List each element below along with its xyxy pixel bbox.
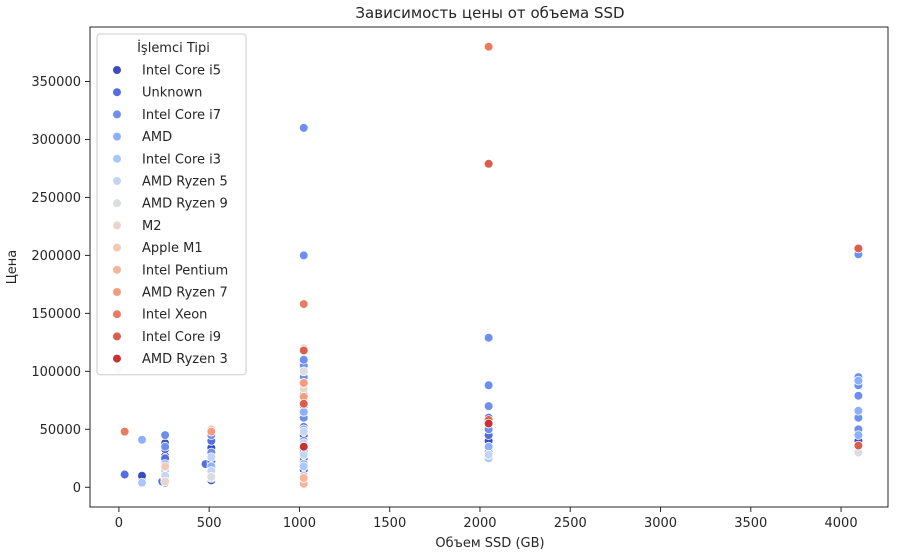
x-tick-label: 0 — [115, 516, 123, 531]
legend-entry-label: Intel Core i3 — [142, 152, 221, 167]
y-tick-label: 100000 — [31, 365, 81, 380]
scatter-point — [160, 441, 170, 452]
scatter-point — [298, 250, 309, 261]
chart-title: Зависимость цены от объема SSD — [355, 4, 624, 22]
x-tick-label: 1500 — [373, 516, 406, 531]
scatter-point — [853, 390, 864, 401]
legend-entry-label: Intel Core i9 — [142, 330, 221, 345]
legend-entry-label: Apple M1 — [142, 241, 203, 256]
scatter-point — [298, 399, 309, 409]
y-tick-label: 200000 — [31, 249, 81, 264]
scatter-point — [483, 41, 494, 52]
scatter-point — [298, 299, 309, 309]
scatter-point — [483, 441, 494, 452]
scatter-point — [160, 430, 170, 440]
scatter-point — [160, 476, 170, 487]
legend-marker — [112, 154, 122, 164]
y-tick-label: 0 — [73, 481, 81, 496]
legend-marker — [112, 287, 122, 297]
x-tick-label: 2000 — [463, 516, 496, 531]
legend-marker — [112, 309, 122, 320]
scatter-point — [483, 380, 494, 391]
scatter-point — [206, 426, 217, 437]
scatter-point — [853, 375, 864, 386]
x-tick-label: 500 — [197, 516, 222, 531]
legend-entry-label: Intel Core i5 — [142, 64, 221, 79]
legend-marker — [112, 176, 122, 186]
scatter-point — [298, 461, 309, 472]
legend: İşlemci Tipi Intel Core i5 Unknown Intel Co… — [96, 33, 247, 376]
legend-entry-label: AMD Ryzen 7 — [142, 286, 228, 301]
y-axis-label: Цена — [5, 250, 20, 285]
scatter-point — [119, 426, 130, 437]
scatter-point — [160, 461, 170, 472]
scatter-point — [298, 345, 309, 356]
scatter-point — [483, 418, 494, 429]
x-axis-label: Объем SSD (GB) — [435, 536, 544, 551]
scatter-point — [298, 354, 309, 365]
x-tick-label: 4000 — [825, 516, 858, 531]
scatter-point — [137, 434, 147, 445]
scatter-point — [483, 450, 494, 460]
scatter-point — [853, 243, 864, 254]
legend-entry-label: Intel Pentium — [142, 263, 228, 278]
legend-entry-label: Intel Xeon — [142, 308, 207, 323]
plot-frame — [89, 26, 889, 508]
y-tick-label: 250000 — [31, 191, 81, 206]
legend-marker — [112, 65, 122, 75]
legend-marker — [112, 131, 122, 142]
legend-title: İşlemci Tipi — [137, 40, 210, 56]
scatter-point — [298, 450, 309, 460]
scatter-point — [853, 440, 864, 451]
legend-marker — [112, 109, 122, 120]
legend-marker — [112, 87, 122, 97]
axes-layer: 0 500 1000 1500 2000 2500 3000 3500 4000 0 50000 10… — [31, 26, 889, 531]
legend-box — [96, 33, 247, 376]
scatter-point — [853, 405, 864, 416]
scatter-point — [119, 469, 130, 480]
scatter-point — [483, 332, 494, 343]
legend-marker — [112, 198, 122, 209]
legend-marker — [112, 353, 122, 364]
scatter-point — [483, 159, 494, 169]
legend-entry-label: AMD Ryzen 5 — [142, 175, 228, 190]
x-tick-label: 3000 — [644, 516, 677, 531]
scatter-point — [137, 477, 147, 488]
scatter-point — [298, 441, 309, 452]
legend-entry-label: AMD Ryzen 3 — [142, 352, 228, 367]
legend-marker — [112, 220, 122, 231]
legend-entry-label: Unknown — [142, 86, 202, 101]
legend-entry-label: AMD Ryzen 9 — [142, 197, 228, 212]
points-layer — [114, 41, 864, 489]
scatter-point — [298, 123, 309, 133]
scatter-point — [298, 473, 309, 483]
legend-entry-label: Intel Core i7 — [142, 108, 221, 123]
legend-entry-label: M2 — [142, 219, 162, 234]
legend-entry-label: AMD — [142, 130, 172, 145]
y-tick-label: 150000 — [31, 307, 81, 322]
scatter-point — [298, 407, 309, 417]
x-tick-label: 2500 — [554, 516, 587, 531]
y-tick-label: 300000 — [31, 133, 81, 148]
x-tick-label: 1000 — [283, 516, 316, 531]
scatter-point — [206, 452, 217, 462]
legend-marker — [112, 242, 122, 253]
legend-marker — [112, 331, 122, 342]
x-tick-label: 3500 — [734, 516, 767, 531]
scatter-point — [298, 426, 309, 437]
legend-marker — [112, 264, 122, 275]
scatter-point — [853, 430, 864, 440]
y-tick-label: 350000 — [31, 75, 81, 90]
y-tick-label: 50000 — [40, 423, 81, 438]
scatter-point — [298, 378, 309, 388]
scatter-point — [298, 366, 309, 377]
scatter-point — [483, 401, 494, 411]
scatter-point — [206, 472, 217, 482]
